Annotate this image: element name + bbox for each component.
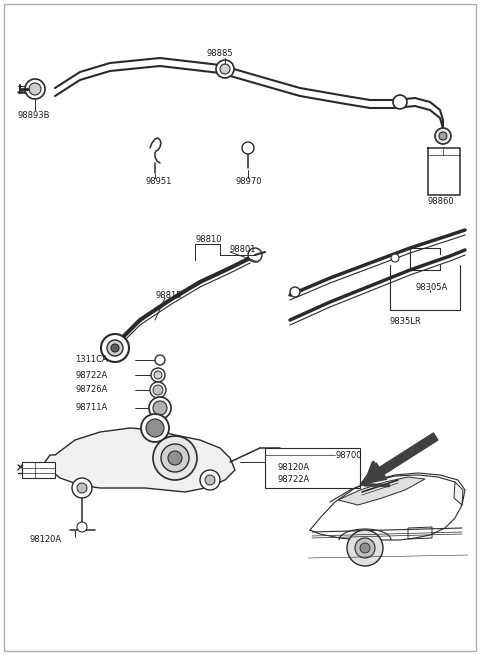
Circle shape	[242, 142, 254, 154]
Circle shape	[439, 132, 447, 140]
Circle shape	[360, 543, 370, 553]
Text: 98711A: 98711A	[75, 403, 107, 413]
Text: 98305A: 98305A	[415, 284, 447, 293]
Text: 98700: 98700	[335, 451, 361, 460]
Circle shape	[25, 79, 45, 99]
Circle shape	[146, 419, 164, 437]
Circle shape	[101, 334, 129, 362]
Circle shape	[151, 368, 165, 382]
Circle shape	[111, 344, 119, 352]
Text: 98970: 98970	[235, 178, 262, 187]
Text: 98120A: 98120A	[30, 536, 62, 544]
FancyArrowPatch shape	[360, 433, 438, 485]
Text: 98801: 98801	[230, 246, 256, 255]
Text: 98726A: 98726A	[75, 386, 108, 394]
FancyArrowPatch shape	[365, 440, 432, 485]
Polygon shape	[22, 462, 55, 478]
Polygon shape	[338, 477, 425, 505]
Text: 98860: 98860	[428, 198, 455, 206]
Circle shape	[248, 248, 262, 262]
Text: 98885: 98885	[207, 50, 233, 58]
Text: 1311CA: 1311CA	[75, 356, 108, 364]
Circle shape	[155, 355, 165, 365]
Circle shape	[216, 60, 234, 78]
Circle shape	[107, 340, 123, 356]
Polygon shape	[265, 448, 360, 488]
Circle shape	[168, 451, 182, 465]
Circle shape	[153, 385, 163, 395]
Circle shape	[220, 64, 230, 74]
Circle shape	[154, 371, 162, 379]
Circle shape	[290, 287, 300, 297]
Circle shape	[435, 128, 451, 144]
Circle shape	[149, 397, 171, 419]
Circle shape	[141, 414, 169, 442]
Circle shape	[200, 470, 220, 490]
Circle shape	[347, 530, 383, 566]
Circle shape	[393, 95, 407, 109]
Circle shape	[77, 522, 87, 532]
Text: 98120A: 98120A	[278, 462, 310, 472]
Text: 98810: 98810	[195, 236, 221, 244]
Text: 98951: 98951	[145, 178, 171, 187]
Circle shape	[77, 483, 87, 493]
Circle shape	[150, 382, 166, 398]
Polygon shape	[454, 482, 463, 505]
Circle shape	[29, 83, 41, 95]
Text: 98893B: 98893B	[18, 111, 50, 119]
Circle shape	[72, 478, 92, 498]
Text: 98722A: 98722A	[278, 476, 310, 485]
Polygon shape	[45, 428, 235, 492]
Text: 9835LR: 9835LR	[390, 318, 422, 326]
Text: 98722A: 98722A	[75, 371, 107, 379]
Circle shape	[205, 475, 215, 485]
Circle shape	[153, 436, 197, 480]
Circle shape	[153, 401, 167, 415]
Polygon shape	[408, 527, 432, 539]
Circle shape	[161, 444, 189, 472]
Text: 98815: 98815	[155, 291, 181, 299]
Circle shape	[391, 254, 399, 262]
Circle shape	[355, 538, 375, 558]
